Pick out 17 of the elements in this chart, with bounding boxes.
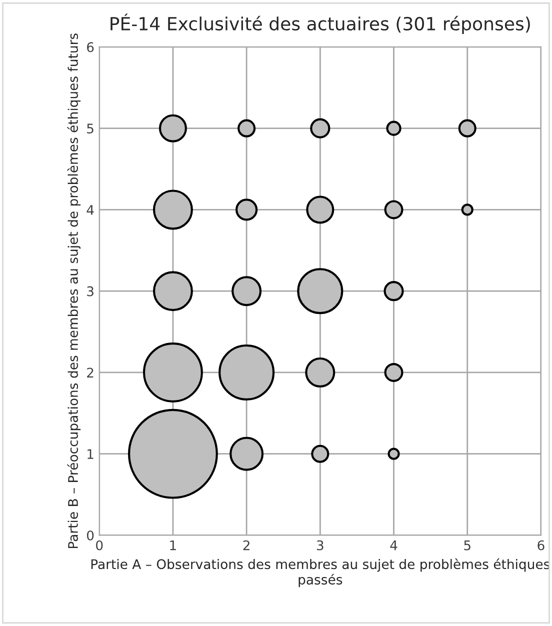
y-tick-label: 4 <box>86 205 94 215</box>
y-tick-label: 1 <box>88 449 94 459</box>
y-tick-label: 0 <box>86 530 94 540</box>
x-tick-label: 3 <box>316 540 324 550</box>
chart-title: PÉ-14 Exclusivité des actuaires (301 réponses) <box>110 14 530 34</box>
y-axis-title: Partie B – Préoccupations des membres au sujet de problèmes éthiques futurs <box>67 34 81 548</box>
x-tick-label: 6 <box>538 540 544 550</box>
x-tick-label: 1 <box>170 540 176 550</box>
y-tick-label: 2 <box>87 368 94 378</box>
y-tick-label: 3 <box>87 286 94 296</box>
x-tick-label: 5 <box>464 540 470 550</box>
x-tick-label: 2 <box>243 540 250 550</box>
x-axis-title: Partie A – Observations des membres au sujet de problèmes éthiques passés <box>91 558 550 588</box>
x-tick-label: 0 <box>96 540 103 550</box>
y-tick-label: 6 <box>87 42 94 52</box>
y-tick-label: 5 <box>87 124 94 134</box>
x-tick-label: 4 <box>390 540 398 550</box>
